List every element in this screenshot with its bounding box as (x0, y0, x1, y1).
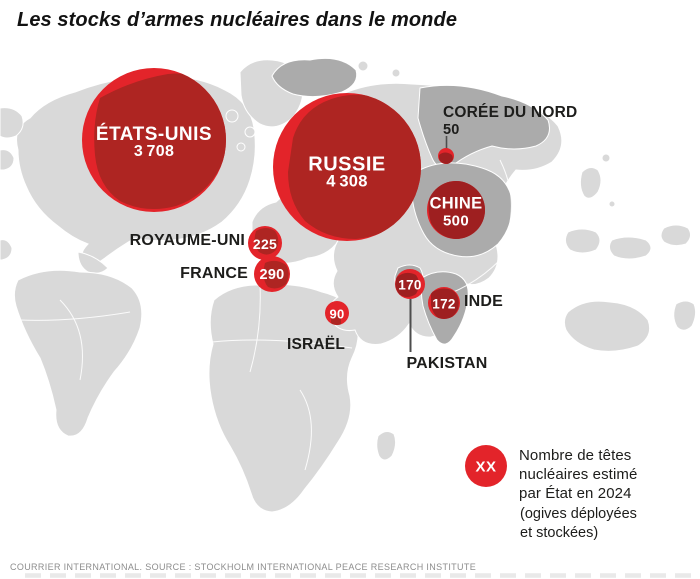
bubbles (82, 68, 507, 487)
landmass-russia-fareast (417, 84, 550, 169)
india-value: 172 (432, 296, 456, 311)
israel-label: ISRAËL (286, 336, 346, 353)
legend-text: Nombre de têtes nucléaires estimé par Ét… (519, 446, 637, 503)
legend-line-1: Nombre de têtes (519, 447, 632, 464)
island-japan-south (608, 200, 616, 208)
arctic-island (357, 60, 369, 72)
edge-sliver-1 (0, 107, 24, 139)
page-title: Les stocks d’armes nucléaires dans le mo… (17, 9, 458, 31)
landmass-south-america (13, 269, 143, 437)
bubble-india-land-overlay (431, 288, 459, 319)
north-korea-label: CORÉE DU NORD (443, 104, 578, 121)
arctic-island (244, 126, 256, 138)
edge-sliver-2 (0, 149, 15, 171)
france-label: FRANCE (180, 264, 248, 282)
india-label: INDE (464, 293, 504, 310)
legend-note-line-2: et stockées) (520, 525, 599, 541)
bubble-uk-land-overlay (254, 228, 279, 255)
bubble-russia-land-overlay (288, 94, 421, 239)
russia-label: RUSSIE (308, 153, 386, 176)
island-sea-5 (673, 300, 697, 331)
source-credit: COURRIER INTERNATIONAL. SOURCE : STOCKHO… (10, 562, 477, 572)
landmass-arctic-russia (271, 57, 358, 98)
legend-note-line-1: (ogives déployées (520, 506, 637, 522)
pakistan-value: 170 (398, 277, 422, 292)
france-value: 290 (259, 266, 285, 283)
bubble-china-land-overlay (428, 181, 485, 239)
russia-value: 4 308 (326, 172, 368, 191)
island-sea-3 (660, 224, 692, 247)
landmass-africa (208, 283, 359, 513)
uk-value: 225 (252, 235, 278, 252)
arctic-island (236, 142, 246, 152)
bubble-israel-land-overlay (331, 315, 341, 325)
north-korea-value: 50 (443, 122, 460, 138)
arctic-island (391, 68, 401, 78)
island-sea-1 (564, 228, 601, 254)
island-japan-north (601, 153, 611, 163)
pakistan-label: PAKISTAN (406, 355, 488, 372)
arctic-island (225, 109, 239, 123)
legend-note: (ogives déployées et stockées) (520, 505, 637, 543)
island-sea-2 (608, 236, 652, 260)
china-label: CHINE (429, 194, 483, 213)
uk-label: ROYAUME-UNI (129, 232, 245, 249)
landmass-central-america (77, 251, 109, 274)
legend-bubble (465, 445, 507, 487)
landmass-madagascar (376, 430, 397, 461)
israel-value: 90 (329, 306, 345, 321)
bubble-france-land-overlay (263, 260, 289, 289)
bubble-pakistan-land-overlay (395, 272, 419, 297)
island-sea-4 (563, 300, 651, 352)
bubble-north-korea-land-overlay (439, 152, 453, 164)
usa-value: 3 708 (133, 143, 175, 160)
edge-sliver-3 (0, 239, 13, 261)
legend-symbol: XX (475, 458, 497, 475)
landmass-japan (579, 166, 602, 199)
usa-label: ÉTATS-UNIS (95, 124, 213, 145)
bubble-usa-land-overlay (94, 73, 226, 210)
legend-line-3: par État en 2024 (519, 485, 632, 502)
china-value: 500 (443, 212, 469, 230)
legend-line-2: nucléaires estimé (519, 466, 638, 483)
